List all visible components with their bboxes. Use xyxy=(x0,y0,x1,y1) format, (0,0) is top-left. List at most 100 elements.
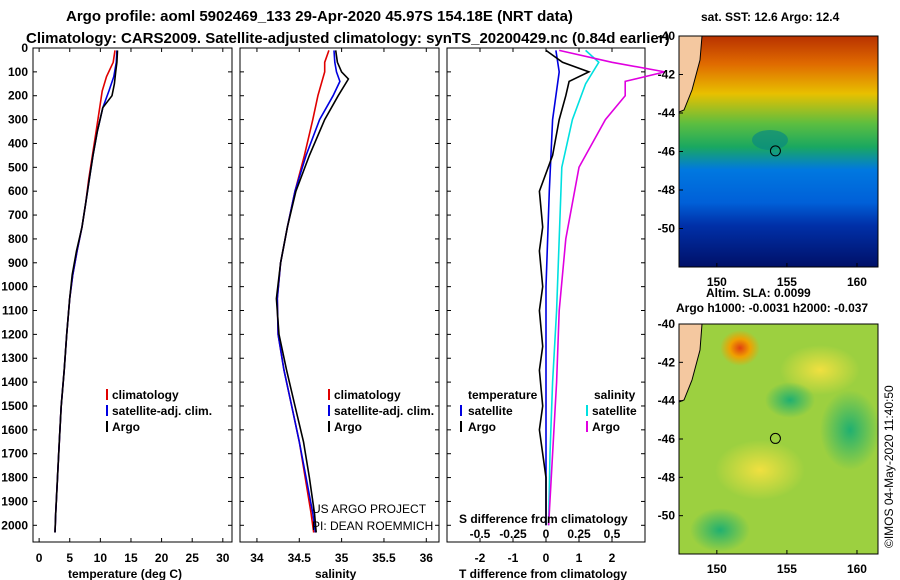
x-tick-label: -1 xyxy=(508,551,519,565)
series-line-argo xyxy=(54,50,119,533)
credit-line2: PI: DEAN ROEMMICH xyxy=(312,519,433,533)
legend-satellite-adj-label: satellite-adj. clim. xyxy=(112,404,212,418)
figure-title-line1: Argo profile: aoml 5902469_133 29-Apr-20… xyxy=(66,8,573,25)
depth-tick-label: 1800 xyxy=(1,471,28,485)
sla-map-subtitle: Argo h1000: -0.0031 h2000: -0.037 xyxy=(676,301,868,315)
map-y-tick-label: -40 xyxy=(658,29,676,43)
depth-tick-label: 900 xyxy=(8,256,28,270)
x-tick-label: 25 xyxy=(186,551,200,565)
series-line-s-satellite xyxy=(547,49,600,526)
x-tick-label: 15 xyxy=(124,551,138,565)
depth-tick-label: 500 xyxy=(8,160,28,174)
series-line-t-satellite xyxy=(545,50,561,526)
map-x-tick-label: 150 xyxy=(707,562,727,576)
sla-high-spot xyxy=(720,330,760,366)
sla-float-marker xyxy=(769,432,781,444)
credit-line1: US ARGO PROJECT xyxy=(312,502,427,516)
salinity-plot-frame xyxy=(239,47,440,543)
x-tick-label: 30 xyxy=(216,551,230,565)
x-tick-label: 35.5 xyxy=(372,551,396,565)
sst-float-marker xyxy=(769,145,781,157)
legend-s-argo-label: Argo xyxy=(592,420,620,434)
s-difference-tick-label: 0 xyxy=(543,527,550,541)
series-line-t-argo xyxy=(538,49,591,526)
sla-yellow-patch xyxy=(780,345,860,395)
temperature-plot-frame xyxy=(32,47,233,543)
depth-tick-label: 2000 xyxy=(1,518,28,532)
temperature-axis: 0 5 10 15 20 25 30 xyxy=(36,48,230,565)
depth-tick-label: 1200 xyxy=(1,327,28,341)
sla-map-title: Altim. SLA: 0.0099 xyxy=(706,286,811,300)
legend-t-argo-label: Argo xyxy=(468,420,496,434)
difference-series-group xyxy=(538,49,665,526)
sst-map xyxy=(678,35,879,268)
map-y-tick-label: -50 xyxy=(658,509,676,523)
salinity-axis: 34 34.5 35 35.5 36 xyxy=(250,48,433,565)
depth-tick-label: 600 xyxy=(8,184,28,198)
sla-green-patch xyxy=(765,382,815,418)
sla-green-patch xyxy=(820,390,880,470)
depth-tick-label: 800 xyxy=(8,232,28,246)
map-y-tick-label: -42 xyxy=(658,355,676,369)
sla-map xyxy=(678,323,880,555)
map-x-tick-label: 155 xyxy=(777,562,797,576)
legend-t-satellite-label: satellite xyxy=(468,404,513,418)
depth-tick-label: 0 xyxy=(21,41,28,55)
salinity-legend: climatology satellite-adj. clim. Argo xyxy=(328,388,434,434)
x-tick-label: 34 xyxy=(250,551,264,565)
series-line-argo xyxy=(275,50,350,533)
s-difference-xlabel: S difference from climatology xyxy=(459,512,628,526)
depth-tick-label: 300 xyxy=(8,113,28,127)
series-line-satellite-adj-clim- xyxy=(276,50,341,533)
series-line-satellite-adj-clim- xyxy=(54,50,118,533)
x-tick-label: 5 xyxy=(66,551,73,565)
s-difference-tick-label: -0.25 xyxy=(499,527,527,541)
depth-tick-label: 1900 xyxy=(1,494,28,508)
imos-watermark: ©IMOS 04-May-2020 11:40:50 xyxy=(882,385,896,548)
sst-map-title: sat. SST: 12.6 Argo: 12.4 xyxy=(701,10,840,24)
x-tick-label: 35 xyxy=(335,551,349,565)
x-tick-label: 34.5 xyxy=(288,551,312,565)
depth-tick-label: 1000 xyxy=(1,280,28,294)
sst-field xyxy=(679,36,878,267)
depth-tick-label: 200 xyxy=(8,89,28,103)
x-tick-label: -2 xyxy=(475,551,486,565)
series-line-climatology xyxy=(54,50,116,533)
s-difference-tick-label: 0.5 xyxy=(604,527,621,541)
depth-tick-label: 1600 xyxy=(1,423,28,437)
map-y-tick-label: -40 xyxy=(658,317,676,331)
map-y-tick-label: -46 xyxy=(658,145,676,159)
map-y-tick-label: -48 xyxy=(658,183,676,197)
depth-tick-label: 1500 xyxy=(1,399,28,413)
depth-tick-label: 1400 xyxy=(1,375,28,389)
map-y-tick-label: -44 xyxy=(658,106,676,120)
depth-tick-label: 100 xyxy=(8,65,28,79)
map-x-tick-label: 160 xyxy=(847,275,867,289)
sla-map-ticks: 150 155 160 -40 -42 -44 -46 -48 -50 xyxy=(658,317,868,576)
map-y-tick-label: -48 xyxy=(658,470,676,484)
depth-tick-label: 700 xyxy=(8,208,28,222)
x-tick-label: 0 xyxy=(543,551,550,565)
legend-salinity-title: salinity xyxy=(594,388,636,402)
temperature-series-group xyxy=(54,50,119,533)
t-difference-xlabel: T difference from climatology xyxy=(459,567,627,580)
map-y-tick-label: -50 xyxy=(658,222,676,236)
salinity-series-group xyxy=(275,50,350,533)
x-tick-label: 36 xyxy=(420,551,434,565)
temperature-xlabel: temperature (deg C) xyxy=(68,567,182,580)
sla-yellow-patch xyxy=(715,440,805,500)
difference-legend: temperature salinity satellite Argo sate… xyxy=(460,388,637,434)
x-tick-label: 0 xyxy=(36,551,43,565)
s-difference-tick-label: -0.5 xyxy=(470,527,491,541)
depth-tick-label: 1300 xyxy=(1,351,28,365)
sla-green-patch xyxy=(690,508,750,552)
sst-eddy xyxy=(752,130,788,150)
figure-title-line2: Climatology: CARS2009. Satellite-adjuste… xyxy=(26,30,670,47)
map-x-tick-label: 150 xyxy=(707,275,727,289)
depth-tick-label: 1700 xyxy=(1,447,28,461)
legend-argo-label: Argo xyxy=(112,420,140,434)
x-tick-label: 2 xyxy=(609,551,616,565)
legend-argo-label: Argo xyxy=(334,420,362,434)
series-line-s-argo xyxy=(547,49,665,526)
